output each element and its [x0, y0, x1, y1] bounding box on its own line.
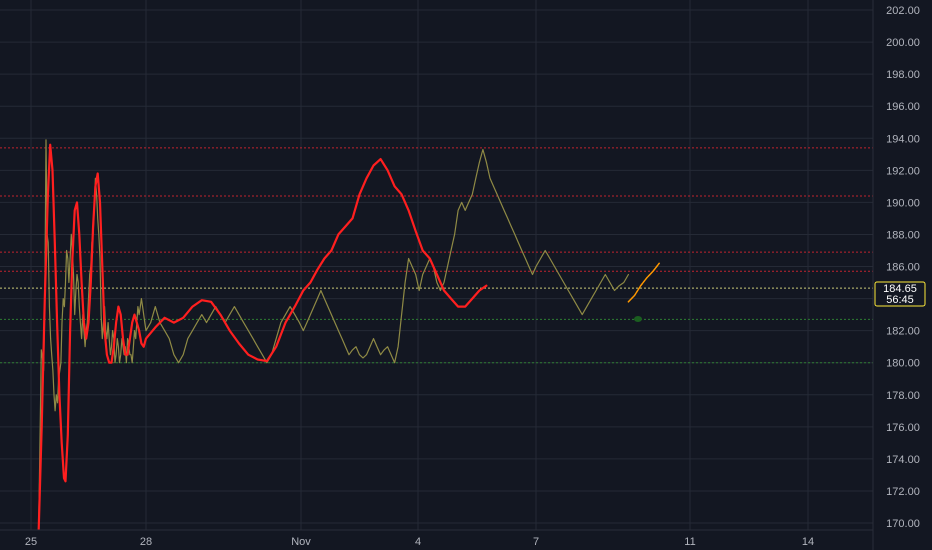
series	[37, 139, 660, 531]
green-marker-icon	[634, 316, 642, 322]
time-axis[interactable]: 25 28 Nov 4 7 11 14	[25, 536, 814, 548]
y-tick-label: 178.00	[886, 390, 920, 402]
y-tick-label: 198.00	[886, 69, 920, 81]
x-tick-label: Nov	[291, 536, 311, 548]
y-tick-label: 176.00	[886, 422, 920, 434]
y-tick-label: 196.00	[886, 101, 920, 113]
y-tick-label: 180.00	[886, 358, 920, 370]
x-tick-label: 4	[415, 536, 421, 548]
x-tick-label: 14	[802, 536, 814, 548]
y-tick-label: 188.00	[886, 229, 920, 241]
last-price-badge-bg	[874, 281, 926, 307]
last-price-value: 184.65	[883, 283, 917, 295]
y-tick-label: 200.00	[886, 37, 920, 49]
y-tick-label: 192.00	[886, 165, 920, 177]
y-tick-label: 202.00	[886, 5, 920, 17]
y-tick-label: 182.00	[886, 326, 920, 338]
smoothed-line	[37, 143, 488, 531]
price-axis[interactable]: 170.00 172.00 174.00 176.00 178.00 180.00 182.…	[886, 5, 920, 530]
x-tick-label: 7	[533, 536, 539, 548]
y-tick-label: 190.00	[886, 197, 920, 209]
y-tick-label: 186.00	[886, 262, 920, 274]
projection-line	[627, 262, 660, 303]
y-tick-label: 174.00	[886, 454, 920, 466]
x-tick-label: 28	[140, 536, 152, 548]
price-line	[38, 139, 629, 527]
bar-countdown: 56:45	[886, 294, 914, 306]
y-tick-label: 172.00	[886, 486, 920, 498]
x-tick-label: 25	[25, 536, 37, 548]
grid	[0, 0, 873, 530]
y-tick-label: 170.00	[886, 518, 920, 530]
last-price-badge: 184.65 56:45	[874, 281, 926, 307]
x-tick-label: 11	[684, 536, 695, 548]
y-tick-label: 194.00	[886, 133, 920, 145]
